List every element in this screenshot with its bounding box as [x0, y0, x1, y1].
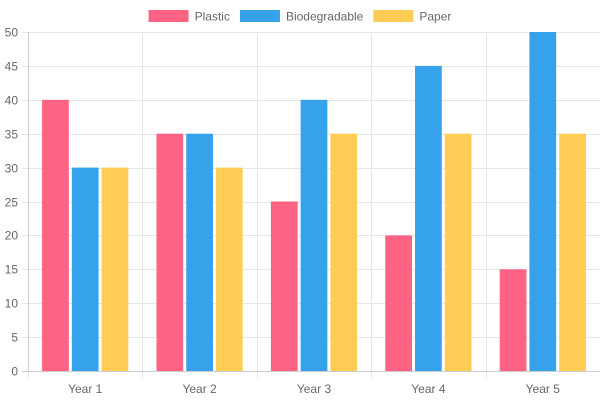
legend-swatch — [148, 10, 189, 22]
legend-label: Biodegradable — [286, 10, 364, 24]
bar-biodegradable-year-4 — [415, 65, 442, 372]
x-tick-label: Year 3 — [297, 382, 332, 396]
legend-item-plastic[interactable]: Plastic — [148, 10, 230, 24]
y-axis-tick-labels: 0 5 10 15 20 25 30 35 40 45 50 — [5, 26, 19, 379]
bar-paper-year-4 — [444, 133, 472, 371]
bar-biodegradable-year-3 — [300, 99, 328, 372]
y-tick-label: 10 — [5, 297, 19, 311]
y-tick-label: 30 — [5, 162, 19, 176]
legend-item-paper[interactable]: Paper — [373, 10, 451, 24]
bar-plastic-year-2 — [156, 133, 184, 371]
bar-paper-year-2 — [215, 167, 243, 371]
y-tick-label: 15 — [5, 263, 19, 277]
legend-swatch — [373, 10, 414, 22]
legend-item-biodegradable[interactable]: Biodegradable — [239, 10, 364, 24]
bar-paper-year-3 — [330, 133, 358, 371]
y-tick-label: 45 — [5, 60, 19, 74]
legend-label: Plastic — [195, 10, 230, 24]
bar-paper-year-5 — [559, 133, 586, 371]
bar-plastic-year-4 — [385, 235, 413, 371]
x-axis-tick-labels: Year 1 Year 2 Year 3 Year 4 Year 5 — [68, 382, 560, 396]
bar-biodegradable-year-1 — [71, 167, 99, 371]
bar-biodegradable-year-2 — [186, 133, 213, 371]
y-tick-label: 20 — [5, 229, 19, 243]
axes-layer — [22, 32, 600, 372]
x-tick-label: Year 2 — [182, 382, 217, 396]
legend-label: Paper — [419, 10, 451, 24]
bar-biodegradable-year-5 — [529, 32, 557, 371]
y-tick-label: 0 — [11, 365, 18, 379]
y-tick-label: 5 — [11, 331, 18, 345]
bar-plastic-year-3 — [270, 201, 298, 371]
y-tick-label: 35 — [5, 128, 19, 142]
x-tick-label: Year 1 — [68, 382, 103, 396]
y-tick-label: 50 — [5, 26, 19, 40]
x-tick-label: Year 5 — [526, 382, 561, 396]
bar-paper-year-1 — [101, 167, 129, 371]
chart-legend: Plastic Biodegradable Paper — [148, 10, 451, 24]
bar-plastic-year-5 — [499, 269, 527, 371]
bar-plastic-year-1 — [42, 99, 69, 372]
y-tick-label: 40 — [5, 94, 19, 108]
legend-swatch — [239, 10, 280, 22]
bars-layer — [42, 32, 586, 372]
y-tick-label: 25 — [5, 196, 19, 210]
x-tick-label: Year 4 — [411, 382, 446, 396]
